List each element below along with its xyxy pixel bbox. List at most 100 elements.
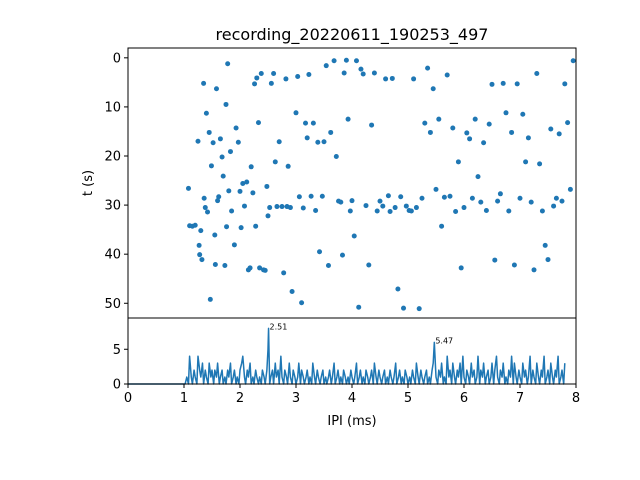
scatter-point (310, 120, 316, 126)
x-tick-label: 3 (292, 391, 300, 406)
scatter-point (319, 193, 325, 199)
scatter-point (458, 265, 464, 271)
scatter-point (219, 154, 225, 160)
scatter-point (244, 179, 250, 185)
scatter-point (551, 203, 557, 209)
scatter-point (523, 159, 529, 165)
scatter-point (427, 129, 433, 135)
scatter-point (483, 207, 489, 213)
scatter-point (492, 257, 498, 263)
scatter-point (289, 288, 295, 294)
scatter-point (283, 76, 289, 82)
scatter-point (377, 198, 383, 204)
scatter-point (205, 209, 211, 215)
scatter-point (210, 140, 216, 146)
scatter-point (272, 159, 278, 165)
x-axis-label: IPI (ms) (327, 414, 376, 429)
scatter-point (441, 194, 447, 200)
scatter-point (453, 208, 459, 214)
chart-title: recording_20220611_190253_497 (216, 25, 489, 45)
scatter-point (528, 199, 534, 205)
scatter-point (231, 242, 237, 248)
scatter-background (128, 48, 576, 318)
scatter-point (199, 257, 205, 263)
scatter-point (422, 120, 428, 126)
scatter-point (358, 66, 364, 72)
scatter-point (226, 188, 232, 194)
scatter-point (253, 223, 259, 229)
scatter-point (478, 199, 484, 205)
scatter-point (520, 111, 526, 117)
scatter-point (356, 304, 362, 310)
scatter-point (198, 228, 204, 234)
scatter-point (276, 139, 282, 145)
scatter-point (542, 242, 548, 248)
scatter-point (495, 198, 501, 204)
scatter-point (262, 267, 268, 273)
scatter-point (215, 198, 221, 204)
scatter-point (349, 198, 355, 204)
scatter-point (192, 222, 198, 228)
scatter-point (416, 306, 422, 312)
scatter-point (201, 80, 207, 86)
scatter-point (351, 233, 357, 239)
scatter-point (401, 305, 407, 311)
scatter-point (203, 110, 209, 116)
scatter-point (325, 262, 331, 268)
ipi-series-line (128, 327, 566, 385)
y-tick-label: 0 (113, 378, 121, 393)
scatter-point (197, 252, 203, 258)
scatter-point (313, 207, 319, 213)
scatter-point (360, 71, 366, 77)
scatter-point (268, 80, 274, 86)
scatter-point (559, 198, 565, 204)
scatter-point (408, 208, 414, 214)
scatter-point (366, 262, 372, 268)
scatter-point (534, 71, 540, 77)
scatter-point (293, 110, 299, 116)
scatter-point (500, 80, 506, 86)
peak-annotation: 5.47 (435, 336, 453, 345)
y-tick-label: 30 (104, 199, 121, 214)
scatter-point (281, 270, 287, 276)
scatter-point (567, 186, 573, 192)
scatter-point (503, 110, 509, 116)
histogram-frame (127, 317, 577, 385)
scatter-point (217, 136, 223, 142)
scatter-point (212, 261, 218, 267)
scatter-point (222, 262, 228, 268)
scatter-point (227, 149, 233, 155)
scatter-point (455, 159, 461, 165)
scatter-point (486, 121, 492, 127)
y-tick-label: 50 (104, 297, 121, 312)
scatter-point (185, 185, 191, 191)
scatter-point (469, 195, 475, 201)
scatter-point (339, 252, 345, 258)
scatter-point (436, 116, 442, 122)
scatter-point (265, 213, 271, 219)
scatter-point (237, 188, 243, 194)
scatter-point (383, 76, 389, 82)
scatter-point (411, 76, 417, 82)
scatter-point (304, 135, 310, 141)
scatter-point (240, 180, 246, 186)
scatter-point (389, 75, 395, 81)
scatter-point (444, 72, 450, 78)
scatter-point (271, 71, 277, 77)
scatter-point (306, 72, 312, 78)
scatter-point (247, 265, 253, 271)
scatter-point (341, 70, 347, 76)
scatter-point (206, 129, 212, 135)
scatter-point (279, 204, 285, 210)
scatter-point (233, 125, 239, 131)
scatter-point (254, 75, 260, 81)
scatter-point (380, 203, 386, 209)
scatter-point (517, 195, 523, 201)
scatter-point (201, 195, 207, 201)
scatter-point (556, 131, 562, 137)
scatter-point (287, 205, 293, 211)
x-tick-label: 1 (180, 391, 188, 406)
scatter-point (425, 65, 431, 71)
scatter-point (497, 191, 503, 197)
scatter-point (403, 203, 409, 209)
